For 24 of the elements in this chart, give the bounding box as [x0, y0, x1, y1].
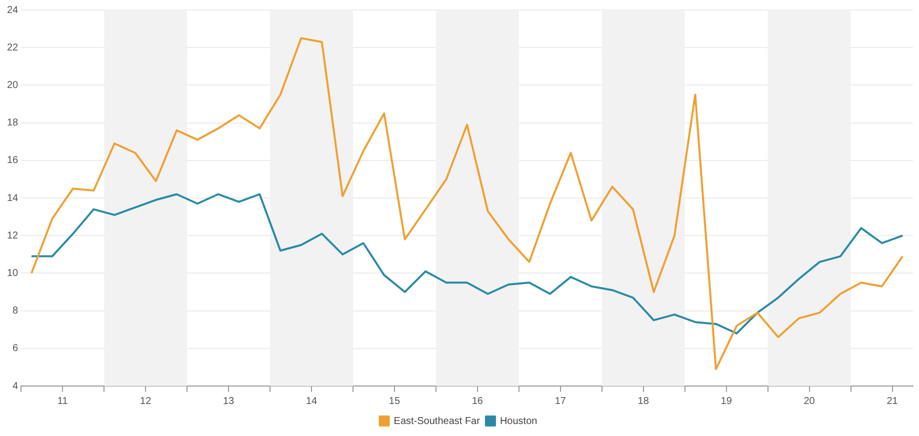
y-tick-label: 22 — [7, 42, 19, 54]
x-tick-label: 11 — [57, 396, 68, 407]
y-tick-label: 12 — [7, 230, 19, 242]
x-tick-label: 16 — [472, 396, 484, 407]
y-tick-label: 20 — [7, 80, 19, 91]
x-tick-label: 15 — [388, 396, 400, 407]
x-tick-label: 12 — [140, 396, 152, 407]
y-tick-label: 6 — [12, 343, 19, 354]
x-tick-label: 13 — [222, 396, 235, 407]
y-tick-label: 8 — [12, 306, 19, 317]
y-tick-label: 18 — [7, 118, 19, 129]
legend-label: Houston — [500, 416, 538, 427]
y-tick-label: 16 — [7, 155, 19, 166]
legend-label: East-Southeast Far — [394, 416, 481, 427]
y-tick-label: 24 — [7, 4, 19, 16]
y-tick-label: 10 — [7, 268, 19, 279]
x-tick-label: 14 — [306, 396, 318, 407]
y-tick-label: 14 — [7, 192, 19, 204]
x-tick-label: 17 — [554, 396, 566, 407]
x-tick-label: 19 — [720, 396, 732, 407]
x-tick-label: 20 — [804, 396, 816, 407]
x-tick-label: 21 — [886, 396, 898, 407]
y-tick-label: 4 — [12, 380, 19, 392]
x-tick-label: 18 — [638, 396, 650, 407]
